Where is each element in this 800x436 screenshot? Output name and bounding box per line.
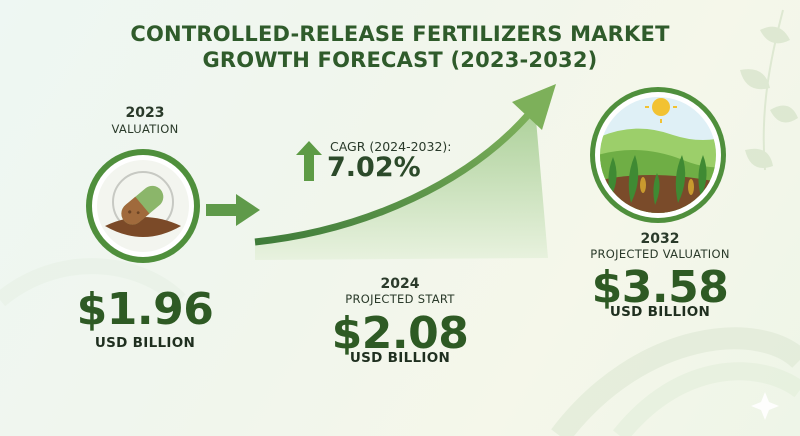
arrow-right-icon — [206, 194, 260, 226]
value-2024: $2.08 — [331, 308, 469, 359]
cagr-value: 7.02% — [327, 152, 421, 183]
capsule-soil-icon — [86, 149, 200, 263]
growth-curve-graphic — [254, 84, 556, 260]
value-2023: $1.96 — [76, 284, 214, 335]
value-2032: $3.58 — [591, 262, 729, 313]
page-title-line1: CONTROLLED-RELEASE FERTILIZERS MARKET — [130, 22, 670, 46]
leaf-decoration-icon — [740, 9, 798, 171]
unit-2023: USD BILLION — [94, 335, 196, 351]
projected-valuation-label: PROJECTED VALUATION — [590, 247, 730, 261]
valuation-label: VALUATION — [111, 122, 179, 136]
year-2024-label: 2024 — [380, 276, 420, 292]
sparkle-icon — [751, 392, 779, 420]
cagr-label: CAGR (2024-2032): — [330, 139, 452, 154]
unit-2024: USD BILLION — [349, 350, 451, 366]
year-2032-label: 2032 — [640, 231, 680, 247]
up-arrow-icon — [296, 141, 322, 181]
projected-start-label: PROJECTED START — [345, 292, 455, 306]
page-title-line2: GROWTH FORECAST (2023-2032) — [202, 48, 598, 72]
unit-2032: USD BILLION — [609, 304, 711, 320]
year-2023-label: 2023 — [125, 105, 165, 121]
farm-field-sun-icon — [590, 87, 726, 223]
